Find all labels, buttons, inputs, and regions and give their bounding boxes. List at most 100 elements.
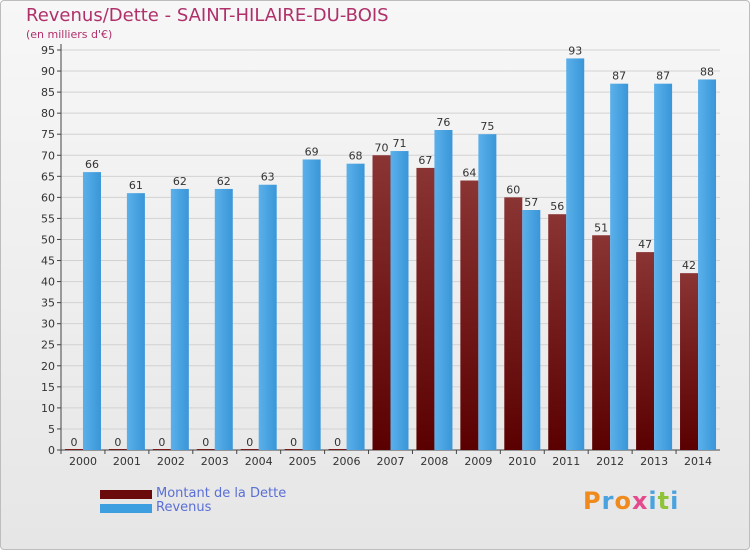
data-label-revenus-2011: 93 — [568, 44, 582, 57]
bar-revenus-2002 — [170, 188, 189, 450]
bar-dette-2005 — [284, 449, 303, 450]
x-tick-label: 2005 — [289, 455, 317, 468]
bar-revenus-2001 — [126, 193, 145, 450]
data-label-dette-2011: 56 — [550, 200, 564, 213]
y-tick-label: 40 — [41, 276, 55, 289]
x-tick-label: 2013 — [640, 455, 668, 468]
data-label-revenus-2006: 68 — [349, 150, 363, 163]
data-label-revenus-2000: 66 — [85, 158, 99, 171]
legend-swatch-debt — [100, 490, 152, 499]
bar-dette-2013 — [636, 252, 655, 450]
data-label-revenus-2002: 62 — [173, 175, 187, 188]
legend-label-revenus: Revenus — [156, 500, 212, 515]
y-tick-label: 20 — [41, 360, 55, 373]
y-tick-label: 50 — [41, 233, 55, 246]
data-label-dette-2012: 51 — [594, 221, 608, 234]
legend-label-debt: Montant de la Dette — [156, 486, 287, 501]
y-tick-label: 75 — [41, 128, 55, 141]
y-tick-label: 25 — [41, 339, 55, 352]
bar-revenus-2014 — [698, 79, 717, 450]
bar-dette-2006 — [328, 449, 347, 450]
bar-revenus-2003 — [214, 188, 233, 450]
x-tick-label: 2004 — [245, 455, 273, 468]
x-tick-label: 2010 — [508, 455, 536, 468]
y-tick-label: 60 — [41, 191, 55, 204]
data-label-dette-2014: 42 — [682, 259, 696, 272]
data-label-revenus-2009: 75 — [480, 120, 494, 133]
bar-revenus-2008 — [434, 130, 453, 450]
y-tick-label: 70 — [41, 149, 55, 162]
bar-dette-2007 — [372, 155, 391, 450]
x-tick-label: 2002 — [157, 455, 185, 468]
data-label-revenus-2012: 87 — [612, 70, 626, 83]
y-tick-label: 10 — [41, 402, 55, 415]
x-tick-label: 2000 — [69, 455, 97, 468]
data-label-revenus-2001: 61 — [129, 179, 143, 192]
bar-revenus-2000 — [82, 172, 101, 450]
bar-dette-2008 — [416, 167, 435, 451]
bar-dette-2011 — [548, 214, 567, 450]
data-label-dette-2007: 70 — [375, 141, 389, 154]
bar-dette-2012 — [592, 235, 611, 450]
data-label-revenus-2008: 76 — [436, 116, 450, 129]
x-tick-label: 2003 — [201, 455, 229, 468]
y-tick-label: 80 — [41, 107, 55, 120]
x-tick-label: 2012 — [596, 455, 624, 468]
bar-dette-2004 — [240, 449, 259, 450]
bar-dette-2000 — [64, 449, 83, 450]
y-tick-label: 35 — [41, 297, 55, 310]
bar-revenus-2005 — [302, 159, 321, 450]
data-label-dette-2004: 0 — [246, 436, 253, 449]
data-label-dette-2009: 64 — [462, 167, 476, 180]
bar-dette-2003 — [196, 449, 215, 450]
x-tick-label: 2008 — [420, 455, 448, 468]
chart-title: Revenus/Dette - SAINT-HILAIRE-DU-BOIS — [26, 5, 389, 26]
bar-dette-2009 — [460, 180, 479, 451]
bar-dette-2014 — [680, 273, 699, 450]
x-tick-label: 2006 — [333, 455, 361, 468]
bar-revenus-2012 — [610, 83, 629, 451]
data-label-revenus-2004: 63 — [261, 171, 275, 184]
bar-revenus-2006 — [346, 163, 365, 450]
bar-revenus-2013 — [654, 83, 673, 451]
bar-dette-2001 — [108, 449, 127, 450]
data-label-dette-2006: 0 — [334, 436, 341, 449]
data-label-revenus-2003: 62 — [217, 175, 231, 188]
data-label-dette-2003: 0 — [202, 436, 209, 449]
y-tick-label: 85 — [41, 86, 55, 99]
x-tick-label: 2001 — [113, 455, 141, 468]
x-tick-label: 2007 — [377, 455, 405, 468]
y-tick-label: 55 — [41, 212, 55, 225]
data-label-revenus-2007: 71 — [393, 137, 407, 150]
bar-dette-2010 — [504, 197, 523, 450]
y-tick-label: 90 — [41, 65, 55, 78]
y-tick-label: 0 — [48, 444, 55, 457]
y-tick-label: 65 — [41, 170, 55, 183]
data-label-dette-2010: 60 — [506, 183, 520, 196]
data-label-revenus-2013: 87 — [656, 70, 670, 83]
y-tick-label: 95 — [41, 44, 55, 57]
y-tick-label: 45 — [41, 255, 55, 268]
proxiti-logo: Proxiti — [583, 487, 680, 515]
legend-swatch-revenus — [100, 504, 152, 513]
data-label-dette-2008: 67 — [418, 154, 432, 167]
data-label-dette-2005: 0 — [290, 436, 297, 449]
bar-revenus-2007 — [390, 151, 409, 451]
bar-revenus-2011 — [566, 58, 585, 450]
y-tick-label: 15 — [41, 381, 55, 394]
data-label-revenus-2005: 69 — [305, 145, 319, 158]
data-label-revenus-2010: 57 — [524, 196, 538, 209]
x-tick-label: 2011 — [552, 455, 580, 468]
bar-revenus-2009 — [478, 134, 497, 451]
data-label-dette-2002: 0 — [158, 436, 165, 449]
y-tick-label: 5 — [48, 423, 55, 436]
data-label-dette-2013: 47 — [638, 238, 652, 251]
bar-revenus-2010 — [522, 210, 541, 450]
bar-dette-2002 — [152, 449, 171, 450]
data-label-revenus-2014: 88 — [700, 65, 714, 78]
data-label-dette-2001: 0 — [114, 436, 121, 449]
data-label-dette-2000: 0 — [70, 436, 77, 449]
y-tick-label: 30 — [41, 318, 55, 331]
chart-subtitle: (en milliers d'€) — [26, 28, 113, 41]
